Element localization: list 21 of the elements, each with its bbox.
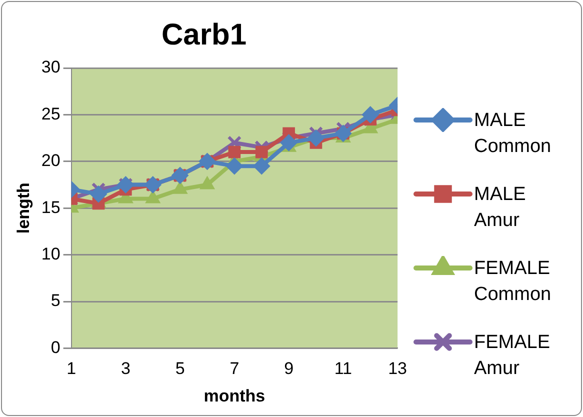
x-tick-label: 1 [66,359,76,378]
legend-label: MALE Common [474,109,552,159]
chart-title: Carb1 [161,18,247,52]
x-tick-label: 9 [284,359,294,378]
y-tick-label: 15 [41,198,60,217]
y-tick-label: 0 [50,338,60,357]
y-tick-label: 25 [41,104,60,124]
legend-label: MALE Amur [474,183,527,233]
x-tick-label: 7 [230,359,240,378]
y-axis-title: length [14,182,33,234]
y-tick-label: 20 [41,151,60,170]
x-tick-label: 11 [334,359,352,378]
x-tick-label: 13 [388,359,408,378]
y-tick-label: 5 [50,291,60,310]
legend-label: FEMALE Common [474,257,552,307]
x-axis-title: months [204,386,266,406]
x-tick-label: 3 [120,359,130,378]
y-tick-label: 30 [41,58,60,77]
y-tick-label: 10 [41,244,60,264]
legend-label: FEMALE Amur [474,331,552,381]
x-tick-label: 5 [175,359,185,378]
